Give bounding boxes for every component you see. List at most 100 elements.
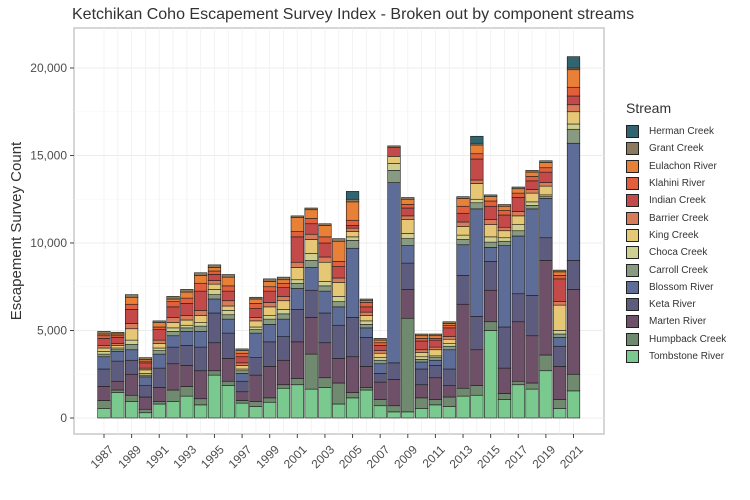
bar-segment [263, 397, 277, 403]
bar-segment [263, 306, 277, 316]
bar-segment [497, 240, 512, 246]
bar-segment [415, 338, 429, 342]
bar-segment [442, 327, 456, 337]
bar-segment [166, 298, 180, 302]
bar-segment [318, 285, 332, 292]
bar-segment [415, 368, 429, 386]
bar-segment [304, 218, 318, 225]
legend-item: Carroll Creek [626, 261, 726, 278]
bar-segment [318, 290, 332, 314]
bar-segment [553, 330, 567, 335]
bar-segment [539, 182, 553, 187]
bar-segment [497, 237, 512, 242]
bar-segment [318, 342, 332, 379]
bar-segment [428, 399, 443, 406]
bar-segment [276, 336, 291, 361]
bar-segment [194, 310, 208, 316]
bar-segment [359, 315, 373, 322]
bar-segment [345, 317, 360, 358]
bar-segment [249, 326, 263, 330]
bar-segment [332, 403, 346, 419]
bar-segment [166, 296, 180, 300]
legend-label: Marten River [649, 316, 707, 328]
legend-item: Marten River [626, 313, 726, 330]
bars-layer [97, 56, 581, 419]
bar-segment [318, 377, 332, 388]
bar-stack-1994 [194, 272, 208, 419]
bar-segment [166, 389, 180, 402]
bar-segment [221, 318, 235, 334]
bar-segment [332, 306, 346, 326]
bar-segment [152, 367, 166, 388]
bar-segment [249, 406, 263, 419]
bar-segment [111, 345, 125, 349]
bar-segment [345, 240, 360, 249]
bar-segment [484, 219, 498, 225]
bar-segment [111, 337, 125, 344]
bar-segment [525, 335, 539, 384]
bar-segment [194, 398, 208, 406]
bar-segment [125, 296, 139, 305]
bar-segment [152, 322, 166, 328]
bar-segment [180, 289, 194, 293]
bar-segment [221, 358, 235, 382]
bar-segment [345, 247, 360, 318]
bar-segment [125, 294, 139, 298]
bar-stack-2019 [539, 160, 553, 419]
bar-segment [345, 392, 360, 399]
bar-segment [235, 380, 249, 393]
bar-segment [166, 363, 180, 391]
bar-segment [152, 326, 166, 330]
bar-segment [263, 341, 277, 367]
bar-segment [304, 289, 318, 318]
bar-segment [428, 359, 443, 366]
bar-segment [152, 320, 166, 323]
bar-segment [566, 86, 581, 97]
bar-segment [484, 247, 498, 262]
bar-segment [276, 276, 291, 281]
bar-segment [97, 353, 111, 358]
bar-segment [152, 347, 166, 351]
bar-segment [553, 304, 567, 331]
y-axis-title: Escapement Survey Count [8, 141, 25, 320]
bar-segment [125, 359, 139, 375]
bar-segment [97, 335, 111, 339]
bar-segment [415, 352, 429, 358]
bar-segment [263, 286, 277, 292]
legend-items: Herman Creek Grant Creek Eulachon River Kla… [626, 123, 726, 365]
bar-stack-1995 [207, 264, 222, 419]
legend: Stream Herman Creek Grant Creek Eulachon R… [626, 100, 726, 365]
bar-segment [345, 191, 360, 200]
bar-segment [194, 272, 208, 276]
bar-segment [387, 182, 401, 364]
bar-segment [276, 296, 291, 302]
bar-segment [511, 235, 525, 295]
bar-segment [125, 323, 139, 330]
bar-segment [332, 301, 346, 308]
bar-segment [470, 394, 484, 419]
bar-segment [249, 357, 263, 376]
bar-segment [249, 317, 263, 322]
bar-segment [553, 333, 567, 338]
bar-segment [180, 365, 194, 387]
legend-label: Carroll Creek [649, 264, 708, 276]
bar-segment [249, 296, 263, 300]
bar-segment [456, 303, 470, 389]
bar-segment [194, 275, 208, 284]
bar-segment [525, 201, 539, 206]
bar-segment [180, 345, 194, 366]
bar-segment [525, 192, 539, 203]
bar-segment [511, 384, 525, 419]
bar-stack-2018 [525, 170, 539, 419]
bar-segment [221, 332, 235, 359]
bar-segment [359, 337, 373, 367]
bar-segment [553, 301, 567, 306]
bar-segment [221, 310, 235, 316]
bar-stack-2006 [359, 298, 373, 419]
bar-segment [566, 373, 581, 392]
bar-segment [221, 385, 235, 419]
bar-segment [194, 282, 208, 292]
bar-segment [125, 373, 139, 396]
bar-segment [415, 397, 429, 409]
